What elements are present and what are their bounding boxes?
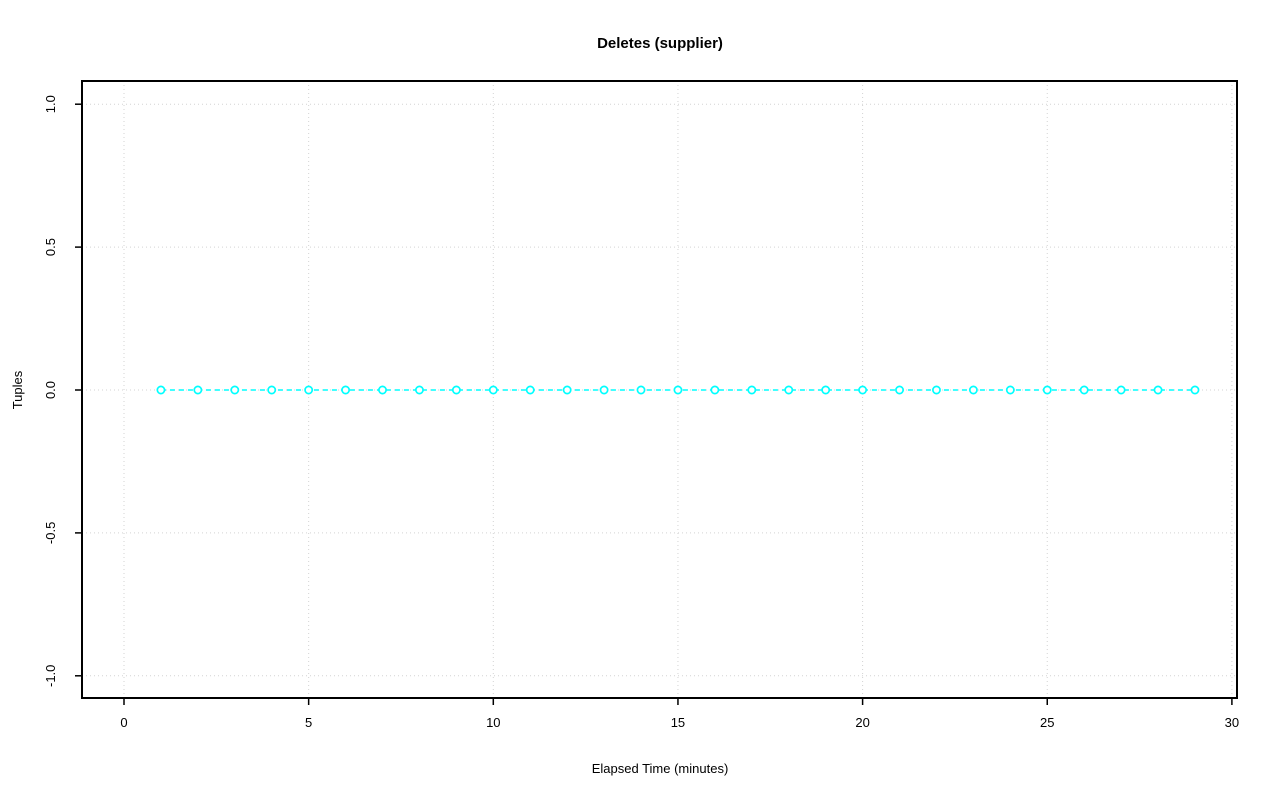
data-point-marker bbox=[599, 385, 609, 395]
data-point-marker bbox=[1116, 385, 1126, 395]
data-series bbox=[156, 385, 1200, 395]
x-tick-label: 25 bbox=[1040, 715, 1054, 730]
data-point-marker bbox=[1153, 385, 1163, 395]
data-point-marker bbox=[156, 385, 166, 395]
data-point-marker bbox=[932, 385, 941, 395]
x-tick-label: 30 bbox=[1225, 715, 1239, 730]
y-tick-label: 0.5 bbox=[43, 238, 58, 256]
data-point-marker bbox=[414, 385, 424, 395]
data-point-marker bbox=[378, 385, 387, 395]
data-point-marker bbox=[562, 385, 572, 395]
data-point-marker bbox=[267, 385, 277, 395]
data-point-marker bbox=[858, 385, 868, 395]
data-point-marker bbox=[525, 385, 535, 395]
data-point-marker bbox=[1042, 385, 1052, 395]
data-point-marker bbox=[1190, 385, 1200, 395]
y-tick-label: -0.5 bbox=[43, 522, 58, 544]
data-point-marker bbox=[895, 385, 904, 395]
y-tick-label: 0.0 bbox=[43, 381, 58, 399]
data-point-marker bbox=[193, 385, 203, 395]
x-tick-label: 15 bbox=[671, 715, 685, 730]
data-point-marker bbox=[488, 385, 498, 395]
data-point-marker bbox=[304, 385, 314, 395]
x-tick-label: 10 bbox=[486, 715, 500, 730]
y-tick-label: -1.0 bbox=[43, 665, 58, 687]
y-tick-label: 1.0 bbox=[43, 95, 58, 113]
data-point-marker bbox=[636, 385, 646, 395]
data-point-marker bbox=[673, 385, 683, 395]
x-tick-label: 20 bbox=[855, 715, 869, 730]
data-point-marker bbox=[451, 385, 461, 395]
x-tick-label: 5 bbox=[305, 715, 312, 730]
data-point-marker bbox=[968, 385, 978, 395]
data-point-marker bbox=[784, 385, 794, 395]
x-axis-label: Elapsed Time (minutes) bbox=[592, 761, 729, 776]
data-point-marker bbox=[1005, 385, 1015, 395]
axes: 0 5 10 15 20 25 30 -1.0 -0.5 0.0 0.5 1.0 bbox=[43, 80, 1239, 730]
data-point-marker bbox=[341, 385, 351, 395]
data-point-marker bbox=[1079, 385, 1089, 395]
plot-frame bbox=[81, 80, 1238, 699]
data-point-marker bbox=[821, 385, 831, 395]
data-point-marker bbox=[710, 385, 720, 395]
y-axis-label: Tuples bbox=[10, 370, 25, 409]
chart-title: Deletes (supplier) bbox=[597, 35, 723, 52]
data-point-marker bbox=[747, 385, 757, 395]
x-tick-label: 0 bbox=[120, 715, 127, 730]
data-point-marker bbox=[230, 385, 240, 395]
